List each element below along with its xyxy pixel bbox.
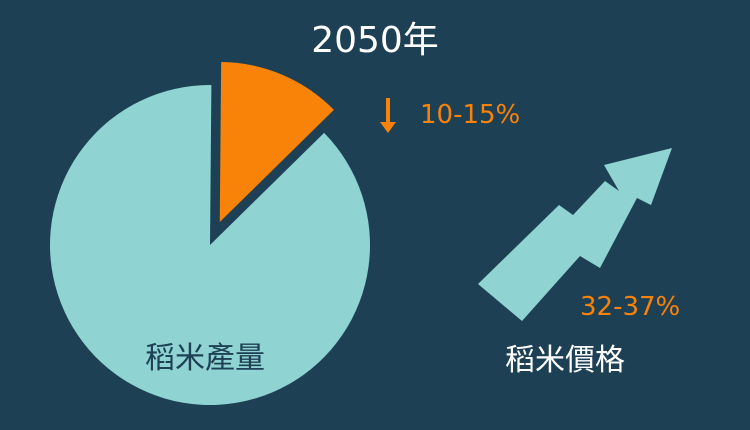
pie-slice-decrease bbox=[219, 61, 334, 222]
down-arrow-icon bbox=[380, 98, 396, 133]
pie-label: 稻米產量 bbox=[145, 341, 265, 376]
rice-production-pie bbox=[50, 61, 371, 405]
price-change-label: 32-37% bbox=[580, 292, 680, 322]
chart-title: 2050年 bbox=[311, 20, 439, 61]
trend-up-arrow-icon bbox=[478, 148, 672, 321]
production-change-label: 10-15% bbox=[420, 100, 520, 130]
price-label: 稻米價格 bbox=[505, 343, 625, 378]
pie-slice-remaining bbox=[50, 84, 371, 405]
